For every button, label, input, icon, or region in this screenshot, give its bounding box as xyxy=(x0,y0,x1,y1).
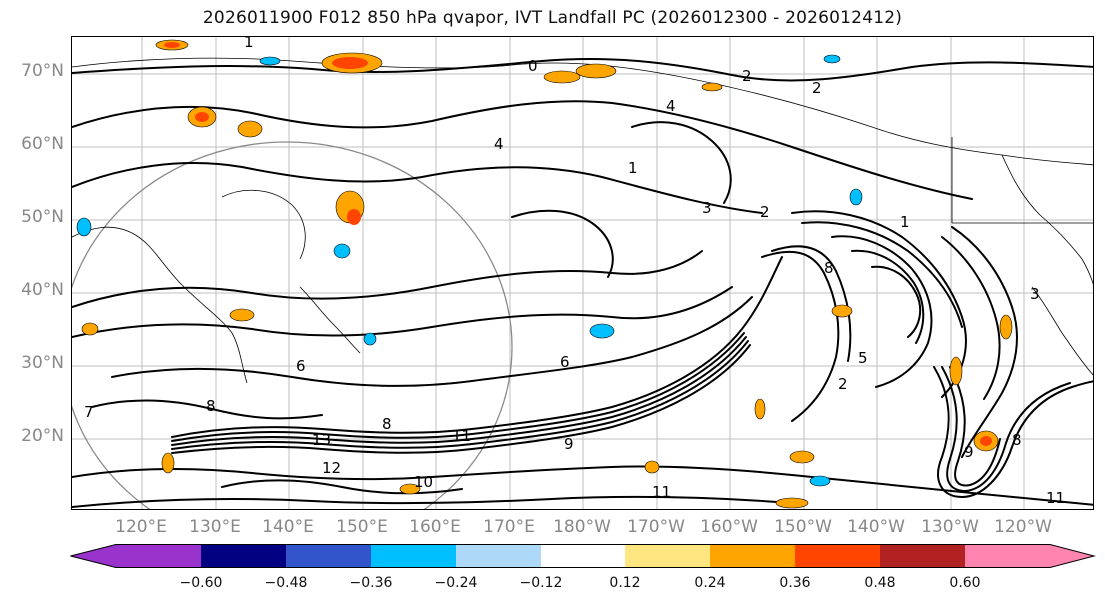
map-canvas: 1 0 2 2 4 1 3 2 4 1 6 8 5 8 6 3 2 13 11 … xyxy=(72,37,1093,509)
lat-label: 40°N xyxy=(21,280,64,300)
contour-label: 0 xyxy=(528,57,538,75)
contour-label: 1 xyxy=(244,37,254,51)
colorbar-segment xyxy=(795,544,880,568)
lon-label: 150°W xyxy=(774,517,832,537)
colorbar-tick-label: −0.48 xyxy=(264,575,308,591)
contour-label: 1 xyxy=(628,159,638,177)
lon-label: 130°W xyxy=(921,517,979,537)
lat-label: 50°N xyxy=(21,207,64,227)
lon-label: 130°E xyxy=(189,517,241,537)
contour-label: 9 xyxy=(964,443,974,461)
lon-label: 120°E xyxy=(115,517,167,537)
colorbar-segment xyxy=(880,544,965,568)
ivt-contours xyxy=(72,57,1093,508)
colorbar-tick-label: −0.12 xyxy=(519,575,563,591)
contour-labels: 1 0 2 2 4 1 3 2 4 1 6 8 5 8 6 3 2 13 11 … xyxy=(84,37,1065,507)
contour-label: 6 xyxy=(560,353,570,371)
anomaly-patches xyxy=(76,39,1013,509)
contour-label: 9 xyxy=(564,435,574,453)
contour-label: 7 xyxy=(84,403,94,421)
lon-label: 170°W xyxy=(627,517,685,537)
contour-label: 5 xyxy=(858,349,868,367)
contour-label: 3 xyxy=(702,199,712,217)
lon-label: 150°E xyxy=(336,517,388,537)
contour-label: 6 xyxy=(296,357,306,375)
colorbar-tick-label: −0.60 xyxy=(179,575,223,591)
colorbar xyxy=(70,544,1096,568)
lon-label: 140°W xyxy=(847,517,905,537)
colorbar-tick-label: 0.12 xyxy=(609,575,641,591)
lat-label: 20°N xyxy=(21,426,64,446)
region-circle xyxy=(72,141,513,509)
lon-label: 170°E xyxy=(483,517,535,537)
contour-label: 2 xyxy=(742,67,752,85)
map-panel: 1 0 2 2 4 1 3 2 4 1 6 8 5 8 6 3 2 13 11 … xyxy=(71,36,1094,510)
contour-label: 8 xyxy=(382,415,392,433)
contour-label: 2 xyxy=(760,203,770,221)
contour-label: 3 xyxy=(1030,285,1040,303)
colorbar-segment xyxy=(286,544,371,568)
lon-label: 160°W xyxy=(700,517,758,537)
colorbar-segment xyxy=(625,544,710,568)
colorbar-segment xyxy=(371,544,456,568)
contour-label: 4 xyxy=(666,97,676,115)
lat-label: 70°N xyxy=(21,61,64,81)
colorbar-tick-label: −0.36 xyxy=(349,575,393,591)
colorbar-tick-label: 0.48 xyxy=(864,575,896,591)
contour-label: 8 xyxy=(206,397,216,415)
lon-label: 180°W xyxy=(553,517,611,537)
contour-label: 12 xyxy=(322,459,341,477)
contour-label: 1 xyxy=(900,213,910,231)
colorbar-segment xyxy=(710,544,795,568)
map-title: 2026011900 F012 850 hPa qvapor, IVT Land… xyxy=(202,8,903,28)
lat-label: 30°N xyxy=(21,353,64,373)
colorbar-segment xyxy=(201,544,286,568)
colorbar-segment xyxy=(965,544,1094,568)
colorbar-segment xyxy=(541,544,625,568)
lon-label: 120°W xyxy=(994,517,1052,537)
contour-label: 11 xyxy=(452,427,471,445)
contour-label: 13 xyxy=(312,431,331,449)
contour-label: 11 xyxy=(652,483,671,501)
colorbar-segment xyxy=(70,544,201,568)
colorbar-tick-label: 0.24 xyxy=(694,575,726,591)
lon-label: 140°E xyxy=(262,517,314,537)
contour-label: 4 xyxy=(494,135,504,153)
contour-label: 8 xyxy=(1012,431,1022,449)
contour-label: 2 xyxy=(838,375,848,393)
lat-label: 60°N xyxy=(21,134,64,154)
contour-label: 2 xyxy=(812,79,822,97)
colorbar-tick-label: −0.24 xyxy=(434,575,478,591)
contour-label: 11 xyxy=(1046,489,1065,507)
contour-label: 10 xyxy=(414,473,433,491)
colorbar-segment xyxy=(456,544,541,568)
contour-label: 8 xyxy=(824,259,834,277)
lon-label: 160°E xyxy=(409,517,461,537)
colorbar-tick-label: 0.36 xyxy=(779,575,811,591)
colorbar-tick-label: 0.60 xyxy=(949,575,981,591)
